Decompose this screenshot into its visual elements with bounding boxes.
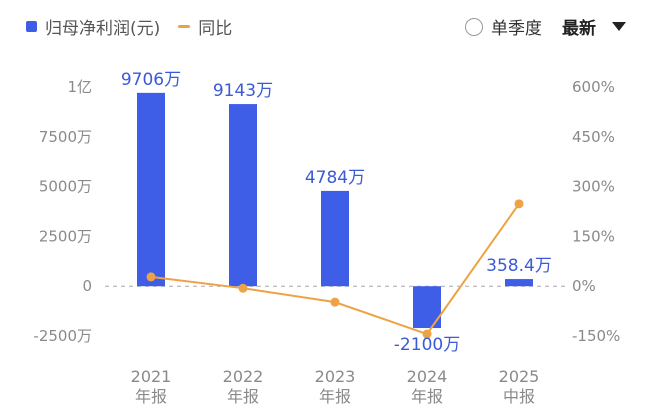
bar-data-label: -2100万 xyxy=(394,335,460,355)
category-year-label: 2021 xyxy=(131,367,172,386)
category-period-label: 年报 xyxy=(227,387,259,406)
legend-bar-swatch xyxy=(26,21,37,32)
category-period-label: 年报 xyxy=(135,387,167,406)
bar-data-label: 4784万 xyxy=(305,168,365,188)
bar[interactable] xyxy=(505,279,533,287)
period-dropdown[interactable]: 最新 xyxy=(562,14,626,39)
right-tick-label: 450% xyxy=(572,128,615,146)
yoy-point[interactable] xyxy=(146,272,156,282)
category-year-label: 2024 xyxy=(407,367,448,386)
legend-yoy-label: 同比 xyxy=(198,19,233,39)
category-year-label: 2025 xyxy=(499,367,540,386)
bar-data-label: 9143万 xyxy=(213,81,273,101)
radio-icon[interactable] xyxy=(465,17,483,36)
chart-controls: 单季度 最新 xyxy=(465,14,626,39)
right-tick-label: 0% xyxy=(572,277,596,295)
bar-data-label: 358.4万 xyxy=(486,256,552,276)
right-tick-label: 600% xyxy=(572,78,615,96)
category-period-label: 年报 xyxy=(319,387,351,406)
bar-series xyxy=(137,92,533,329)
legend-item-net-profit[interactable]: 归母净利润(元) xyxy=(26,14,160,39)
yoy-point[interactable] xyxy=(422,329,432,339)
left-tick-label: 0 xyxy=(82,277,92,295)
right-tick-label: -150% xyxy=(572,327,620,345)
chart-legend: 归母净利润(元) 同比 xyxy=(26,14,232,39)
legend-item-yoy[interactable]: 同比 xyxy=(178,14,232,39)
bar-data-labels: 9706万 9143万 4784万 -2100万 358.4万 xyxy=(121,70,552,355)
yoy-point[interactable] xyxy=(238,283,248,293)
left-tick-label: 1亿 xyxy=(67,78,92,96)
category-year-label: 2022 xyxy=(223,367,264,386)
bar[interactable] xyxy=(321,190,349,287)
left-tick-label: 5000万 xyxy=(39,178,92,196)
bar[interactable] xyxy=(229,104,257,287)
right-tick-label: 150% xyxy=(572,227,615,245)
left-axis: -2500万 0 2500万 5000万 7500万 1亿 xyxy=(33,78,92,345)
legend-line-swatch xyxy=(178,25,191,28)
right-tick-label: 300% xyxy=(572,178,615,196)
left-tick-label: 2500万 xyxy=(39,227,92,245)
bar[interactable] xyxy=(137,92,165,287)
left-tick-label: -2500万 xyxy=(33,327,92,345)
bar-data-label: 9706万 xyxy=(121,70,181,90)
yoy-point[interactable] xyxy=(330,297,340,307)
yoy-line-series xyxy=(146,199,524,339)
single-quarter-label: 单季度 xyxy=(491,19,542,39)
legend-net-profit-label: 归母净利润(元) xyxy=(45,19,161,39)
category-year-label: 2023 xyxy=(315,367,356,386)
caret-down-icon xyxy=(612,22,626,31)
period-dropdown-label: 最新 xyxy=(562,19,596,39)
single-quarter-toggle[interactable]: 单季度 xyxy=(465,14,542,39)
category-period-label: 年报 xyxy=(411,387,443,406)
category-period-label: 中报 xyxy=(503,387,535,406)
yoy-point[interactable] xyxy=(514,199,524,209)
right-axis: -150% 0% 150% 300% 450% 600% xyxy=(572,78,620,345)
left-tick-label: 7500万 xyxy=(39,128,92,146)
